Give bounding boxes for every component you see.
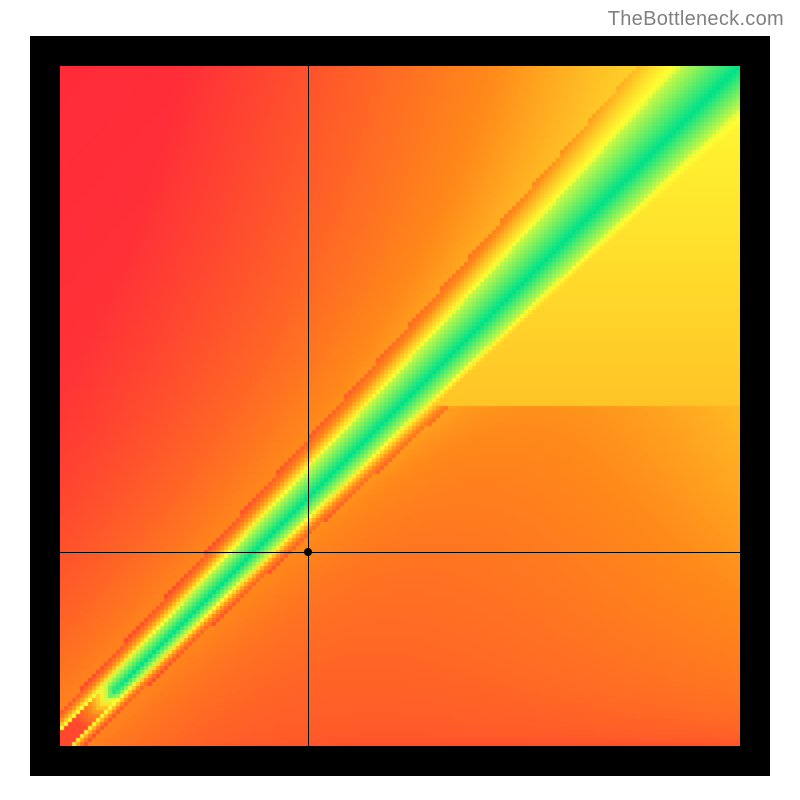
crosshair-vertical (308, 66, 309, 746)
heatmap-canvas (60, 66, 740, 746)
watermark-text: TheBottleneck.com (608, 8, 784, 31)
marker-dot (304, 548, 312, 556)
plot-frame (30, 36, 770, 776)
crosshair-horizontal (60, 552, 740, 553)
chart-container: TheBottleneck.com (0, 0, 800, 800)
